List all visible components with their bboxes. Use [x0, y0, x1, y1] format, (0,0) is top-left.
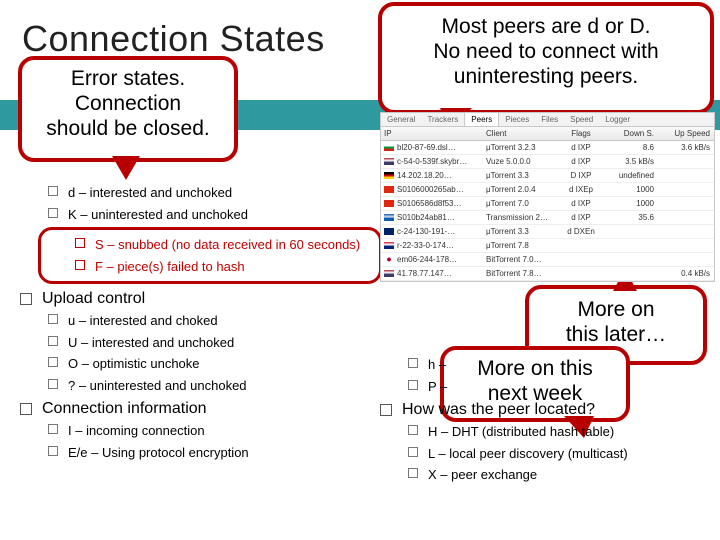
list-item: ? – uninterested and unchoked	[48, 377, 400, 395]
country-flag-icon	[384, 172, 394, 179]
list-item: h –	[408, 356, 712, 374]
country-flag-icon	[384, 256, 394, 263]
table-row[interactable]: 14.202.18.20…μTorrent 3.3D IXPundefined	[381, 169, 714, 183]
callout-text: More on this later…	[566, 298, 666, 346]
tab-row: GeneralTrackersPeersPiecesFilesSpeedLogg…	[381, 113, 714, 127]
table-row[interactable]: 41.78.77.147…BitTorrent 7.8…0.4 kB/s	[381, 267, 714, 281]
list-item: S – snubbed (no data received in 60 seco…	[75, 236, 373, 254]
country-flag-icon	[384, 144, 394, 151]
col-client[interactable]: Client	[483, 127, 561, 140]
tab-trackers[interactable]: Trackers	[421, 113, 464, 126]
section-upload-control: Upload control	[20, 290, 400, 308]
list-item: I – incoming connection	[48, 422, 400, 440]
table-row[interactable]: c-24-130-191-…μTorrent 3.3d DXEn	[381, 225, 714, 239]
country-flag-icon	[384, 186, 394, 193]
list-item: L – local peer discovery (multicast)	[408, 445, 712, 463]
tab-peers[interactable]: Peers	[464, 113, 499, 126]
list-item: E/e – Using protocol encryption	[48, 444, 400, 462]
right-column: h – P – How was the peer located? H – DH…	[380, 352, 712, 488]
table-row[interactable]: em06-244-178…BitTorrent 7.0…	[381, 253, 714, 267]
tab-general[interactable]: General	[381, 113, 421, 126]
country-flag-icon	[384, 228, 394, 235]
col-flags[interactable]: Flags	[561, 127, 601, 140]
callout-text: Error states. Connection should be close…	[46, 67, 209, 140]
list-item: U – interested and unchoked	[48, 334, 400, 352]
section-connection-info: Connection information	[20, 400, 400, 418]
country-flag-icon	[384, 270, 394, 277]
table-row[interactable]: S0106000265ab…μTorrent 2.0.4d IXEp1000	[381, 183, 714, 197]
table-row[interactable]: c-54-0-539f.skybr…Vuze 5.0.0.0d IXP3.5 k…	[381, 155, 714, 169]
table-head: IP Client Flags Down S. Up Speed	[381, 127, 714, 141]
callout-peers-note: Most peers are d or D. No need to connec…	[378, 2, 714, 114]
list-item: F – piece(s) failed to hash	[75, 258, 373, 276]
table-row[interactable]: S0106586d8f53…μTorrent 7.0d IXP1000	[381, 197, 714, 211]
country-flag-icon	[384, 214, 394, 221]
col-down[interactable]: Down S.	[601, 127, 657, 140]
country-flag-icon	[384, 158, 394, 165]
country-flag-icon	[384, 242, 394, 249]
list-item: X – peer exchange	[408, 466, 712, 484]
section-peer-located: How was the peer located?	[380, 401, 712, 419]
list-item: d – interested and unchoked	[48, 184, 400, 202]
list-item: P –	[408, 378, 712, 396]
tab-pieces[interactable]: Pieces	[499, 113, 535, 126]
tab-files[interactable]: Files	[535, 113, 564, 126]
error-items-outline: S – snubbed (no data received in 60 seco…	[38, 227, 382, 284]
page-title: Connection States	[22, 18, 325, 60]
table-row[interactable]: bl20-87-69.dsl…μTorrent 3.2.3d IXP8.63.6…	[381, 141, 714, 155]
tab-speed[interactable]: Speed	[564, 113, 599, 126]
left-column: d – interested and unchoked K – unintere…	[20, 180, 400, 465]
list-item: u – interested and choked	[48, 312, 400, 330]
callout-error-note: Error states. Connection should be close…	[18, 56, 238, 162]
col-up[interactable]: Up Speed	[657, 127, 713, 140]
list-item: O – optimistic unchoke	[48, 355, 400, 373]
table-row[interactable]: S010b24ab81…Transmission 2…d IXP35.6	[381, 211, 714, 225]
table-row[interactable]: r-22-33-0-174…μTorrent 7.8	[381, 239, 714, 253]
col-ip[interactable]: IP	[381, 127, 483, 140]
list-item: K – uninterested and unchoked	[48, 206, 400, 224]
peer-table-panel: GeneralTrackersPeersPiecesFilesSpeedLogg…	[380, 112, 715, 282]
country-flag-icon	[384, 200, 394, 207]
list-item: H – DHT (distributed hash table)	[408, 423, 712, 441]
tab-logger[interactable]: Logger	[599, 113, 636, 126]
callout-text: Most peers are d or D. No need to connec…	[433, 15, 658, 88]
